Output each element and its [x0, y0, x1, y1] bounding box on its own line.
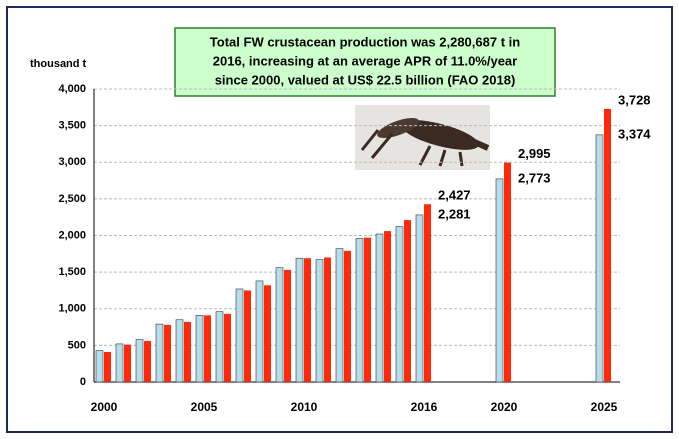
bar — [95, 350, 104, 383]
bar — [284, 269, 291, 382]
bar — [104, 351, 111, 382]
bar — [424, 204, 431, 382]
bar — [595, 134, 604, 383]
data-label: 2,773 — [518, 170, 551, 185]
bar — [275, 267, 284, 383]
x-tick-label: 2016 — [411, 400, 438, 414]
y-tick-label: 1,000 — [58, 303, 86, 315]
bar — [304, 258, 311, 382]
bar — [124, 344, 131, 382]
y-tick-label: 2,000 — [58, 229, 86, 241]
bar — [415, 214, 424, 383]
bar — [404, 220, 411, 382]
bar — [335, 248, 344, 383]
data-label: 2,427 — [438, 188, 471, 203]
y-tick-label: 500 — [68, 339, 86, 351]
annotation: since 2000, valued at US$ 22.5 billion (… — [215, 72, 516, 87]
y-tick-label: 3,000 — [58, 156, 86, 168]
bar — [295, 257, 304, 383]
y-tick-label: 0 — [80, 376, 86, 388]
bar — [395, 226, 404, 383]
bar — [164, 324, 171, 382]
bar — [235, 288, 244, 383]
bar — [324, 257, 331, 382]
y-tick-label: 2,500 — [58, 193, 86, 205]
data-label: 2,281 — [438, 206, 471, 221]
bar — [375, 233, 384, 383]
bar — [264, 285, 271, 382]
bar — [255, 280, 264, 383]
annotation: Total FW crustacean production was 2,280… — [210, 34, 520, 49]
bar — [495, 178, 504, 383]
annotation-box — [174, 27, 556, 97]
bar — [144, 340, 151, 382]
x-tick-label: 2020 — [491, 400, 518, 414]
x-tick-label: 2000 — [91, 400, 118, 414]
y-tick-label: 4,000 — [58, 83, 86, 95]
y-tick-label: 3,500 — [58, 120, 86, 132]
bar — [155, 323, 164, 383]
bar — [224, 313, 231, 382]
bar — [344, 250, 351, 382]
annotation: 2016, increasing at an average APR of 11… — [213, 53, 517, 68]
bar — [195, 315, 204, 383]
x-tick-label: 2010 — [291, 400, 318, 414]
bar — [355, 238, 364, 383]
bar — [135, 339, 144, 383]
bar — [204, 315, 211, 382]
bar — [364, 237, 371, 382]
bar — [244, 290, 251, 382]
bar — [184, 321, 191, 382]
bar — [215, 311, 224, 383]
data-label: 2,995 — [518, 146, 551, 161]
x-tick-label: 2025 — [591, 400, 618, 414]
x-tick-label: 2005 — [191, 400, 218, 414]
bar — [604, 108, 611, 382]
bar — [384, 231, 391, 382]
bar — [504, 162, 511, 382]
y-tick-label: 1,500 — [58, 266, 86, 278]
crayfish-photo — [355, 105, 490, 170]
data-label: 3,374 — [618, 126, 651, 141]
bar — [115, 343, 124, 383]
data-label: 3,728 — [618, 92, 651, 107]
bar — [315, 259, 324, 383]
bar — [175, 319, 184, 383]
y-axis-label: thousand t — [30, 58, 87, 70]
